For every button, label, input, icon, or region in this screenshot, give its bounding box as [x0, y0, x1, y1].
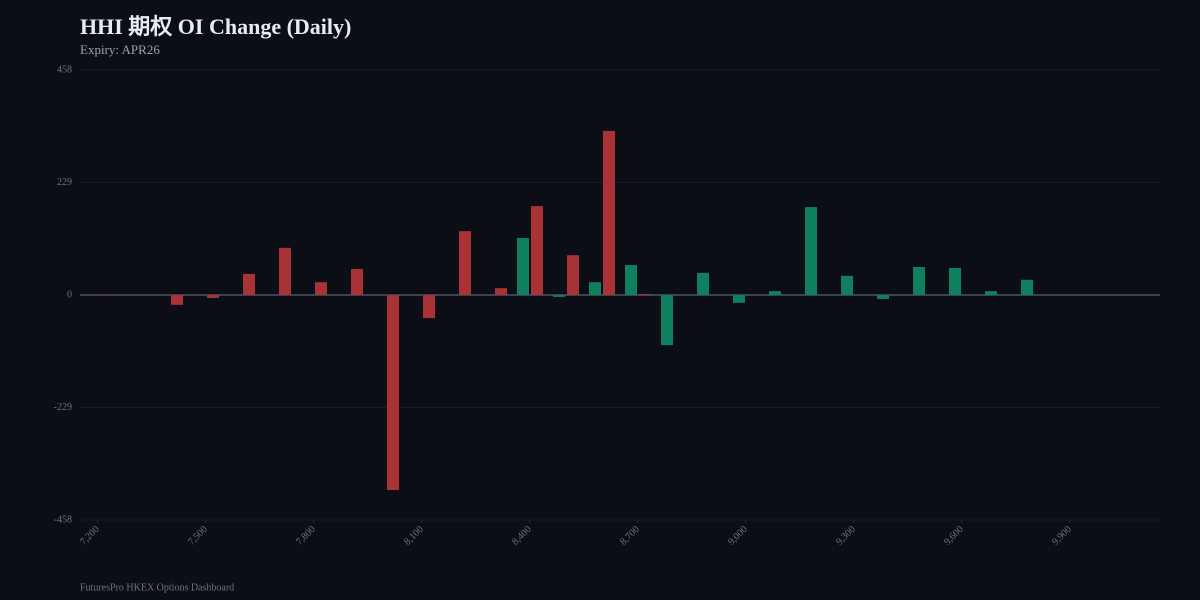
bar — [553, 295, 565, 297]
bar — [495, 288, 507, 295]
bar — [841, 275, 853, 295]
bar — [351, 268, 363, 295]
bar — [207, 295, 219, 298]
y-tick-label: 458 — [57, 64, 72, 75]
bar — [517, 238, 529, 295]
bar — [949, 267, 961, 295]
chart-subtitle: Expiry: APR26 — [80, 42, 160, 57]
bar — [315, 282, 327, 295]
bar — [279, 247, 291, 295]
chart-title: HHI 期权 OI Change (Daily) — [80, 14, 351, 39]
bar — [769, 291, 781, 295]
y-tick-label: -458 — [54, 514, 72, 525]
bar — [697, 272, 709, 295]
bar — [805, 207, 817, 295]
y-tick-label: 229 — [57, 177, 72, 188]
y-tick-label: 0 — [67, 289, 72, 300]
bar — [603, 130, 615, 295]
footer: FuturesPro HKEX Options Dashboard — [80, 582, 234, 593]
bar — [639, 294, 651, 295]
bar — [589, 282, 601, 295]
bar — [625, 265, 637, 295]
bar — [733, 295, 745, 303]
bar — [531, 206, 543, 295]
bar — [243, 273, 255, 295]
bar — [985, 291, 997, 295]
bar — [1021, 279, 1033, 295]
bar — [567, 255, 579, 295]
bar — [387, 295, 399, 491]
bar — [171, 295, 183, 305]
bar — [459, 231, 471, 295]
y-tick-label: -229 — [54, 402, 72, 413]
bar — [877, 295, 889, 299]
bar — [423, 295, 435, 319]
bar — [661, 295, 673, 346]
bar — [913, 266, 925, 295]
